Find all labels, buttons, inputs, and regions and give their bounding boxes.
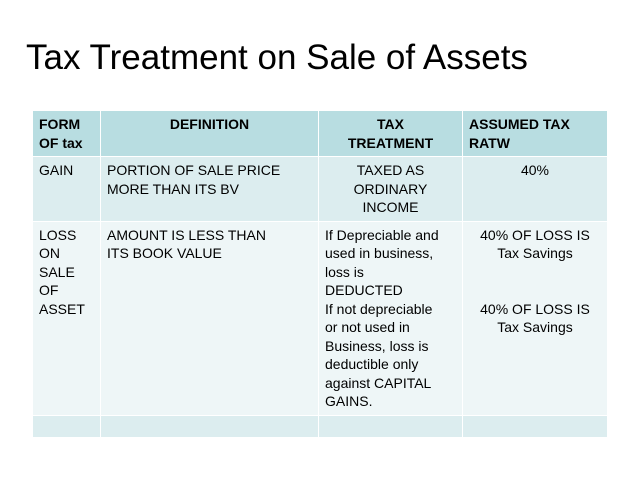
spacer [469, 263, 601, 300]
cell-text: ITS BOOK VALUE [107, 245, 222, 261]
cell-gain-form: GAIN [32, 156, 101, 222]
cell-text: ORDINARY [353, 180, 428, 197]
header-form-line: OF tax [39, 134, 83, 151]
cell-text: GAINS. [325, 393, 373, 409]
cell-text: TAXED AS [356, 162, 425, 178]
cell-loss-rate: 40% OF LOSS IS Tax Savings 40% OF LOSS I… [462, 220, 608, 416]
cell-text: DEDUCTED [325, 282, 403, 298]
cell-text: OF [39, 282, 59, 298]
cell-text: Tax Savings [497, 319, 573, 335]
header-definition-label: DEFINITION [169, 116, 250, 132]
cell-text: If not depreciable [325, 300, 433, 317]
cell-gain-rate: 40% [462, 156, 608, 222]
header-assumed-tax: ASSUMED TAX RATW [462, 110, 608, 157]
cell-text: loss is [325, 263, 364, 280]
header-tax-treatment-line: TREATMENT [347, 134, 434, 151]
cell-text: SALE [39, 263, 75, 280]
cell-text: 40% OF LOSS IS [480, 300, 590, 317]
header-tax-treatment-line: TAX [377, 116, 404, 132]
cell-empty [462, 414, 608, 438]
header-assumed-tax-line: ASSUMED TAX [469, 116, 570, 132]
table-row-empty [32, 414, 608, 438]
slide-title: Tax Treatment on Sale of Assets [26, 38, 528, 77]
cell-text: or not used in [325, 319, 410, 335]
header-form: FORM OF tax [32, 110, 101, 157]
cell-empty [318, 414, 463, 438]
header-definition: DEFINITION [100, 110, 319, 157]
cell-text: Business, loss is [325, 337, 429, 354]
cell-gain-definition: PORTION OF SALE PRICE MORE THAN ITS BV [100, 156, 319, 222]
cell-text: If Depreciable and [325, 226, 439, 243]
header-form-line: FORM [39, 116, 81, 132]
cell-text: MORE THAN ITS BV [107, 180, 239, 197]
header-row: FORM OF tax DEFINITION TAX TREATMENT ASS… [32, 110, 608, 157]
cell-gain-treatment: TAXED AS ORDINARY INCOME [318, 156, 463, 222]
cell-text: LOSS [39, 226, 77, 243]
cell-loss-definition: AMOUNT IS LESS THAN ITS BOOK VALUE [100, 220, 319, 416]
cell-text: used in business, [325, 245, 434, 261]
header-tax-treatment: TAX TREATMENT [318, 110, 463, 157]
cell-text: deductible only [325, 356, 419, 372]
cell-text: INCOME [362, 199, 419, 215]
cell-empty [32, 414, 101, 438]
cell-loss-form: LOSS ON SALE OF ASSET [32, 220, 101, 416]
cell-text: against CAPITAL [325, 374, 432, 391]
cell-loss-treatment: If Depreciable and used in business, los… [318, 220, 463, 416]
cell-text: PORTION OF SALE PRICE [107, 162, 281, 178]
cell-text: GAIN [39, 162, 74, 178]
table-row-loss: LOSS ON SALE OF ASSET AMOUNT IS LESS THA… [32, 220, 608, 416]
cell-text: AMOUNT IS LESS THAN [107, 226, 266, 243]
tax-treatment-table: FORM OF tax DEFINITION TAX TREATMENT ASS… [32, 110, 608, 438]
table-row-gain: GAIN PORTION OF SALE PRICE MORE THAN ITS… [32, 156, 608, 222]
cell-text: 40% OF LOSS IS [480, 226, 590, 243]
cell-text: ASSET [39, 300, 85, 317]
header-assumed-tax-line: RATW [469, 134, 510, 151]
cell-text: ON [39, 245, 60, 261]
cell-empty [100, 414, 319, 438]
cell-text: 40% [520, 162, 550, 178]
cell-text: Tax Savings [497, 245, 573, 261]
